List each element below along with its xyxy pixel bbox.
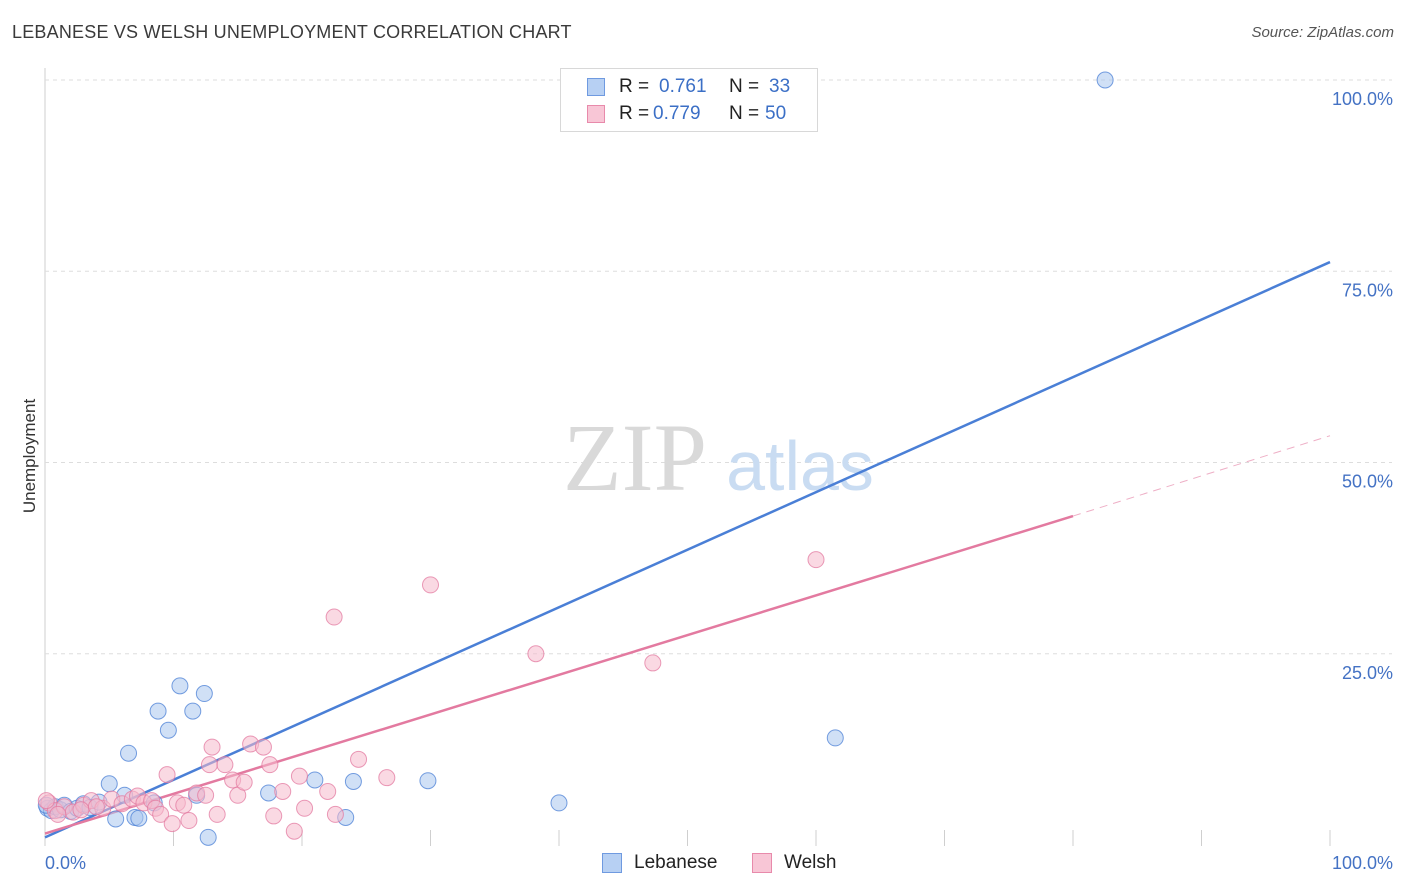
y-tick-label: 100.0% (1332, 89, 1393, 109)
lebanese-point (199, 828, 217, 846)
lebanese-point (1096, 71, 1114, 89)
watermark-atlas: atlas (726, 427, 874, 505)
lebanese-point (195, 685, 213, 703)
welsh-point (285, 822, 303, 840)
welsh-point (319, 782, 337, 800)
lebanese-point (826, 729, 844, 747)
welsh-point (326, 805, 344, 823)
welsh-legend-swatch (752, 853, 772, 873)
lebanese-point (120, 744, 138, 762)
welsh-point (175, 796, 193, 814)
welsh-point (235, 773, 253, 791)
x-tick-label: 0.0% (45, 853, 86, 873)
welsh-point (296, 799, 314, 817)
correlation-legend: R = 0.761 N = 33 R = 0.779 N = 50 (560, 68, 818, 132)
welsh-point (203, 738, 221, 756)
lebanese-point (100, 775, 118, 793)
trend-lines (44, 260, 1331, 839)
welsh-point (208, 805, 226, 823)
welsh-point (197, 786, 215, 804)
source-label: Source: ZipAtlas.com (1251, 24, 1394, 41)
welsh-point (290, 767, 308, 785)
n-value: 33 (769, 76, 791, 97)
welsh-point (378, 769, 396, 787)
n-value: 50 (765, 103, 787, 124)
lebanese-point (344, 773, 362, 791)
lebanese-point (130, 809, 148, 827)
lebanese-point (550, 794, 568, 812)
n-label: N = (729, 76, 760, 97)
welsh-point (265, 807, 283, 825)
y-tick-label: 75.0% (1342, 280, 1393, 300)
n-label: N = (729, 103, 760, 124)
lebanese-point (419, 772, 437, 790)
watermark: ZIP atlas (563, 404, 874, 511)
welsh-legend-label: Welsh (784, 852, 837, 873)
gridlines (44, 68, 1392, 846)
welsh-point (163, 815, 181, 833)
welsh-point (644, 654, 662, 672)
lebanese-legend-swatch (602, 853, 622, 873)
welsh-point (180, 812, 198, 830)
lebanese-point (171, 677, 189, 695)
lebanese-legend-label: Lebanese (634, 852, 718, 873)
lebanese-trend-line (44, 260, 1331, 839)
lebanese-point (159, 721, 177, 739)
welsh-point (158, 766, 176, 784)
lebanese-point (149, 702, 167, 720)
welsh-point (49, 805, 67, 823)
y-tick-label: 50.0% (1342, 472, 1393, 492)
welsh-point (527, 645, 545, 663)
chart-title: LEBANESE VS WELSH UNEMPLOYMENT CORRELATI… (12, 22, 572, 42)
lebanese-point (260, 784, 278, 802)
welsh-point (422, 576, 439, 594)
welsh-point (274, 782, 292, 800)
welsh-point (350, 750, 368, 768)
watermark-zip: ZIP (563, 404, 707, 511)
welsh-point (807, 551, 825, 569)
data-points (37, 71, 1114, 846)
r-label: R = (619, 103, 650, 124)
welsh-point (261, 756, 279, 774)
y-tick-label: 25.0% (1342, 663, 1393, 683)
x-tick-label: 100.0% (1332, 853, 1393, 873)
lebanese-point (107, 810, 125, 828)
lebanese-point (306, 771, 324, 789)
welsh-point (87, 798, 105, 816)
r-value: 0.779 (653, 103, 701, 124)
welsh-point (72, 801, 90, 819)
welsh-point (254, 738, 272, 756)
welsh-trend-extension (1072, 435, 1331, 517)
welsh-point (37, 792, 55, 810)
axis-ticks: 100.0% 75.0% 50.0% 25.0% 0.0% 100.0% (45, 89, 1393, 873)
r-label: R = (619, 76, 650, 97)
welsh-point (200, 756, 218, 774)
lebanese-point (184, 702, 202, 720)
welsh-swatch (587, 105, 605, 123)
lebanese-swatch (587, 78, 605, 96)
welsh-point (216, 756, 234, 774)
welsh-trend-line (44, 514, 1074, 835)
welsh-point (325, 608, 343, 626)
r-value: 0.761 (659, 76, 707, 97)
welsh-point (152, 805, 170, 823)
